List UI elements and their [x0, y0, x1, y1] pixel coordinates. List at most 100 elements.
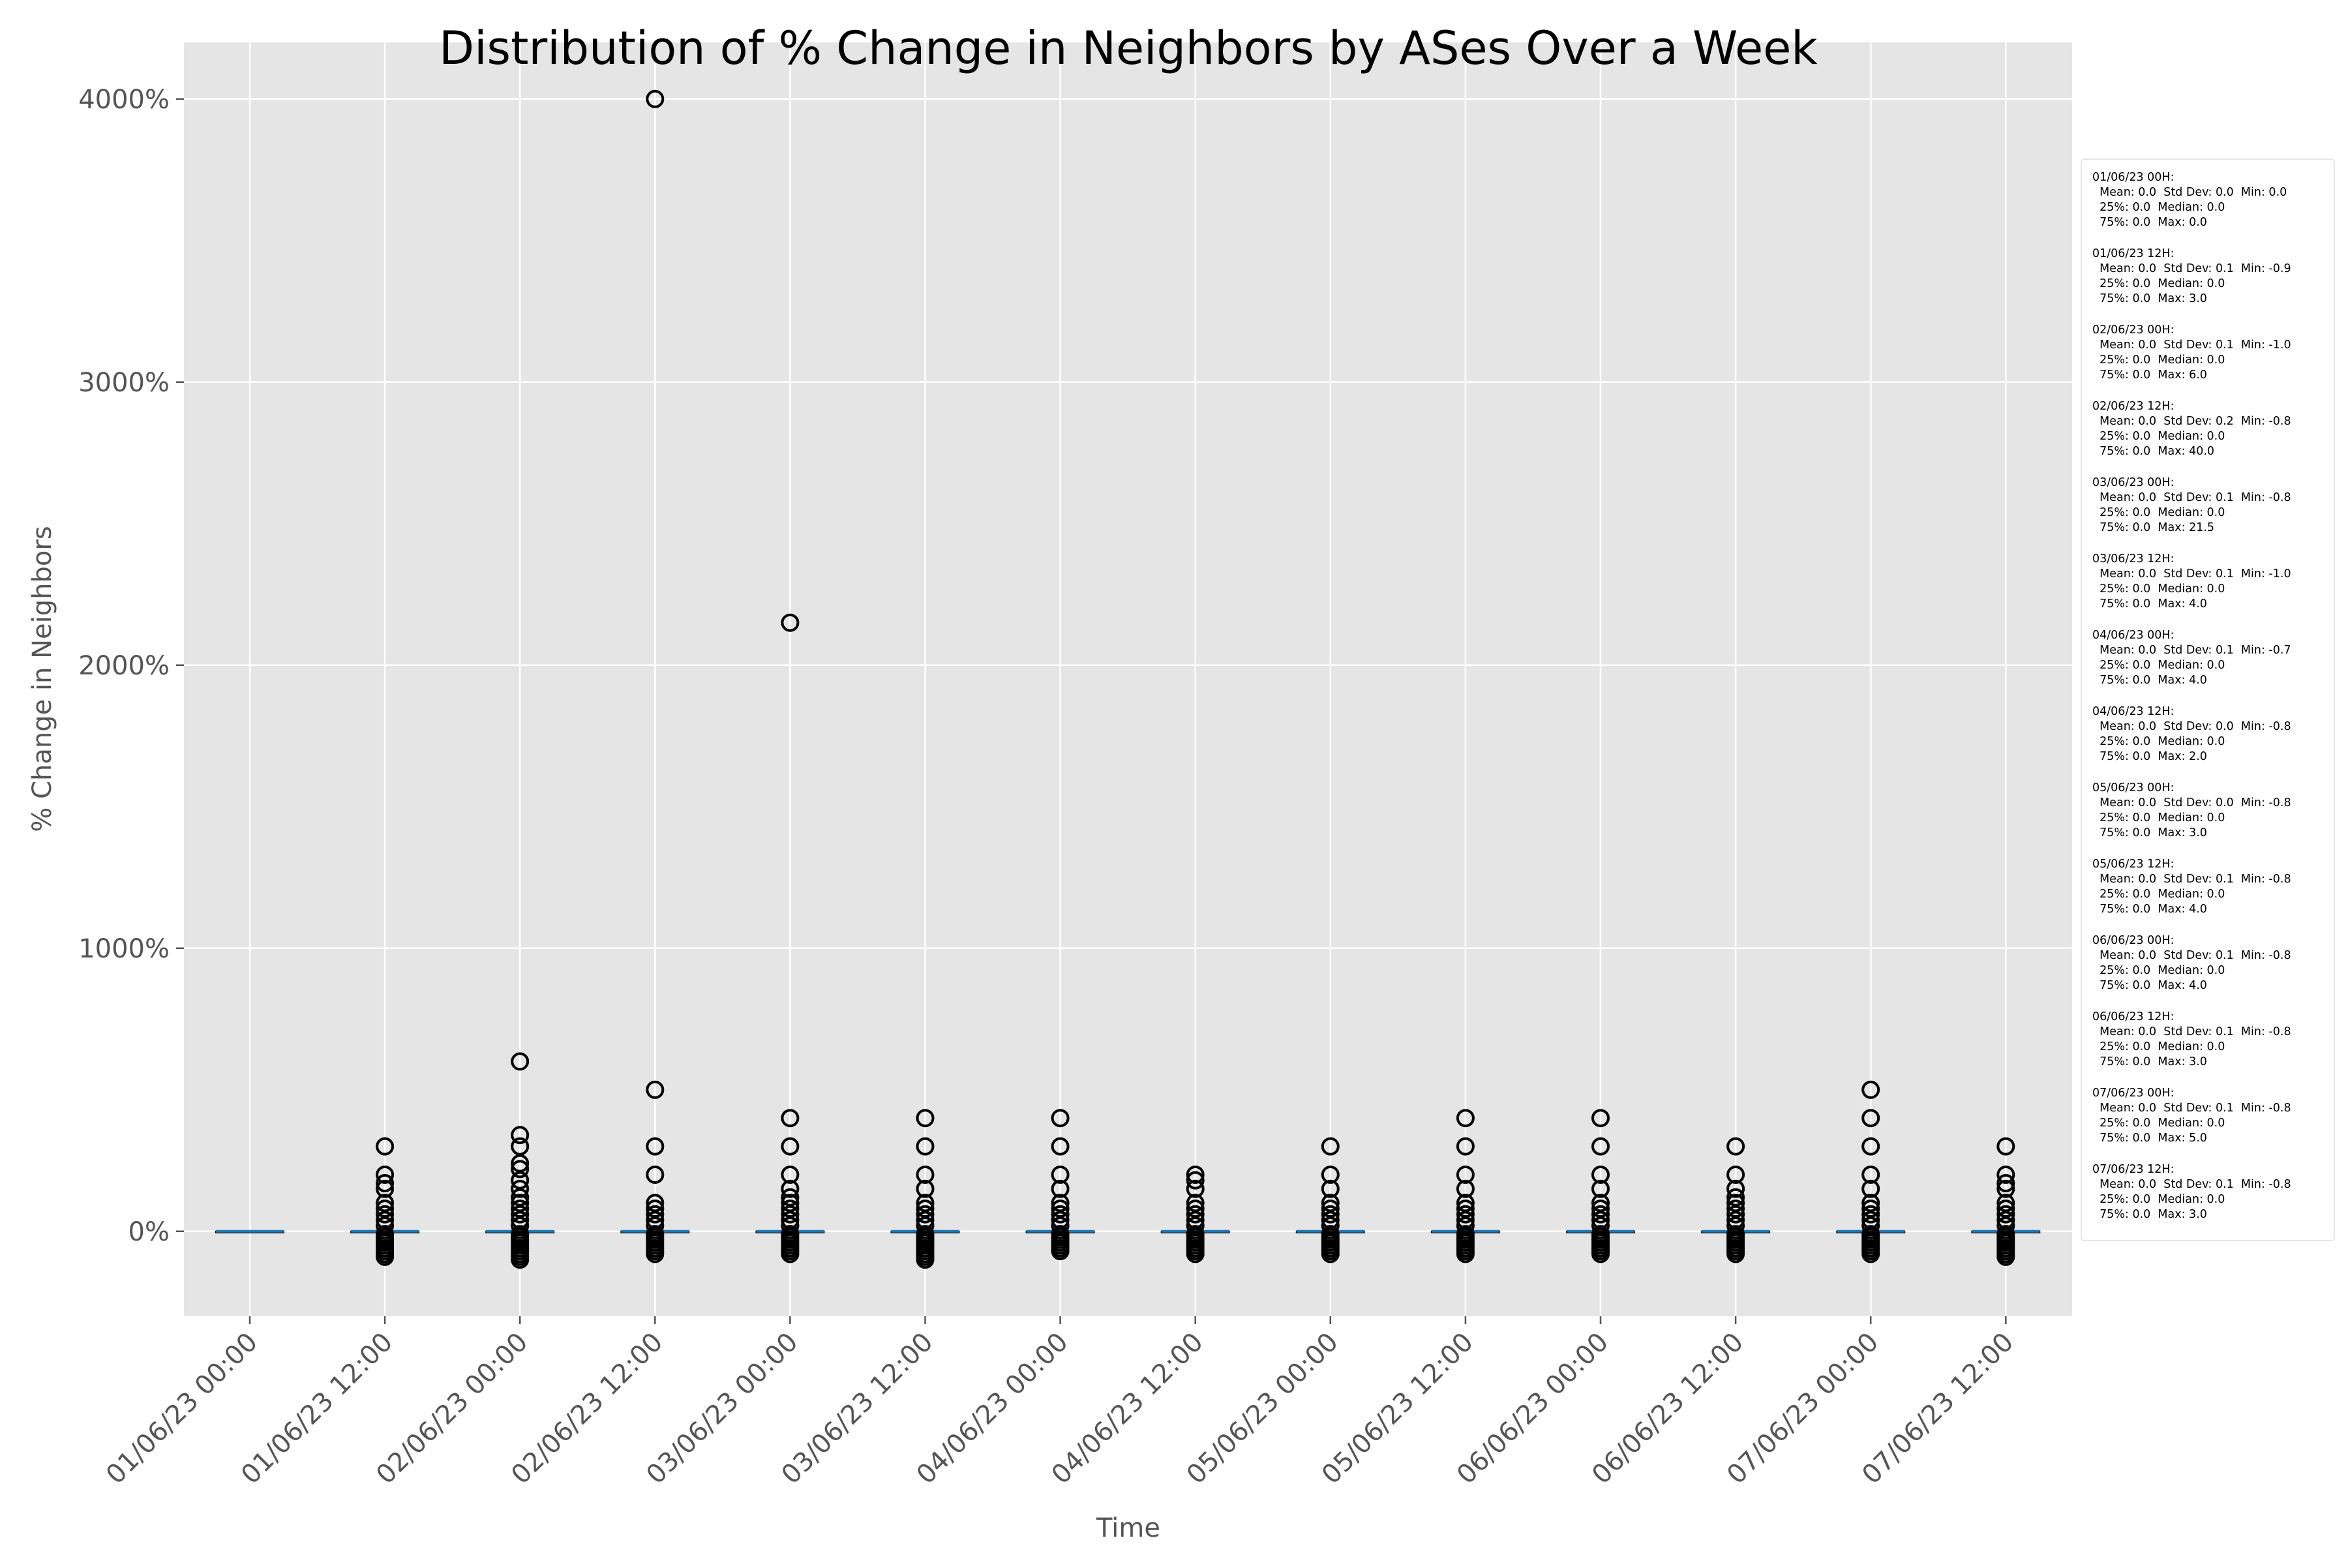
outlier-point — [781, 1216, 800, 1235]
outlier-point — [646, 1199, 665, 1218]
stats-entry-header: 01/06/23 00H: — [2092, 171, 2175, 184]
outlier-point — [1726, 1194, 1745, 1213]
outlier-point — [1321, 1194, 1340, 1213]
outlier-point — [1456, 1199, 1475, 1218]
stats-entry-header: 05/06/23 12H: — [2092, 858, 2175, 871]
outlier-point — [1456, 1205, 1475, 1224]
stats-entry-line: 25%: 0.0 Median: 0.0 — [2092, 201, 2225, 214]
outlier-point — [1591, 1211, 1610, 1229]
outlier-point — [781, 613, 800, 632]
outlier-point — [1321, 1211, 1340, 1229]
y-axis-ticks: 0% 1000% 2000% 3000% 4000% — [78, 85, 184, 1247]
outlier-point — [1726, 1216, 1745, 1235]
y-axis-label: % Change in Neighbors — [27, 526, 57, 832]
outlier-point — [1591, 1194, 1610, 1213]
outlier-point — [781, 1179, 800, 1198]
y-tick-label: 1000% — [78, 934, 170, 964]
outlier-point — [376, 1166, 395, 1184]
outlier-point — [511, 1179, 530, 1198]
outlier-point — [781, 1166, 800, 1184]
outlier-point — [1321, 1244, 1340, 1263]
outlier-point — [781, 1194, 800, 1213]
outlier-point — [1186, 1211, 1205, 1229]
outlier-point — [646, 89, 665, 108]
outlier-point — [1321, 1199, 1340, 1218]
outlier-point — [376, 1216, 395, 1235]
stats-summary-box: 01/06/23 00H: Mean: 0.0 Std Dev: 0.0 Min… — [2081, 158, 2335, 1241]
outlier-point — [511, 1199, 530, 1218]
stats-entry-line: Mean: 0.0 Std Dev: 0.1 Min: -0.8 — [2092, 1178, 2291, 1191]
outlier-point — [1861, 1166, 1880, 1184]
outlier-point — [1996, 1166, 2015, 1184]
outlier-point — [1726, 1166, 1745, 1184]
outlier-point — [1051, 1166, 1070, 1184]
outlier-point — [916, 1137, 935, 1156]
outlier-point — [1996, 1179, 2015, 1198]
stats-entry-line: 75%: 0.0 Max: 4.0 — [2092, 979, 2207, 992]
outlier-point — [1186, 1171, 1205, 1190]
outlier-point — [1186, 1216, 1205, 1235]
stats-entry-line: 25%: 0.0 Median: 0.0 — [2092, 964, 2225, 977]
outlier-point — [511, 1137, 530, 1156]
outlier-point — [1591, 1137, 1610, 1156]
outlier-point — [1726, 1179, 1745, 1198]
outlier-point — [1321, 1179, 1340, 1198]
stats-entry-line: Mean: 0.0 Std Dev: 0.1 Min: -0.8 — [2092, 1102, 2291, 1115]
outlier-point — [1186, 1244, 1205, 1263]
outlier-point — [1861, 1216, 1880, 1235]
outlier-point — [1861, 1109, 1880, 1128]
outlier-point — [376, 1247, 395, 1266]
outlier-point — [511, 1250, 530, 1269]
outlier-point — [1186, 1194, 1205, 1213]
outlier-point — [916, 1166, 935, 1184]
stats-entry-header: 05/06/23 00H: — [2092, 781, 2175, 794]
outlier-point — [1051, 1211, 1070, 1229]
y-tick-label: 2000% — [78, 651, 170, 681]
stats-entry-line: 75%: 0.0 Max: 4.0 — [2092, 597, 2207, 611]
stats-entry-line: 25%: 0.0 Median: 0.0 — [2092, 659, 2225, 672]
outlier-point — [1996, 1194, 2015, 1213]
outlier-point — [511, 1154, 530, 1173]
outlier-point — [1051, 1205, 1070, 1224]
outlier-point — [1051, 1242, 1070, 1261]
stats-entry-header: 07/06/23 00H: — [2092, 1087, 2175, 1100]
outlier-point — [376, 1211, 395, 1229]
outlier-point — [511, 1188, 530, 1207]
outlier-point — [376, 1174, 395, 1193]
outlier-point — [1996, 1247, 2015, 1266]
outlier-point — [511, 1160, 530, 1179]
outlier-point — [1321, 1216, 1340, 1235]
outlier-point — [1861, 1080, 1880, 1099]
stats-entry-line: Mean: 0.0 Std Dev: 0.2 Min: -0.8 — [2092, 415, 2291, 428]
outlier-point — [916, 1109, 935, 1128]
outlier-point — [1726, 1137, 1745, 1156]
outlier-point — [511, 1126, 530, 1145]
outlier-point — [1456, 1137, 1475, 1156]
outlier-point — [376, 1205, 395, 1224]
outlier-point — [646, 1166, 665, 1184]
outlier-point — [916, 1250, 935, 1269]
outlier-point — [1456, 1216, 1475, 1235]
stats-entry-line: 25%: 0.0 Median: 0.0 — [2092, 1193, 2225, 1206]
outlier-point — [646, 1137, 665, 1156]
grid-layer — [184, 42, 2072, 1316]
outlier-point — [1051, 1179, 1070, 1198]
outlier-point — [511, 1216, 530, 1235]
stats-entry-line: 75%: 0.0 Max: 2.0 — [2092, 750, 2207, 763]
stats-entry-line: 75%: 0.0 Max: 3.0 — [2092, 1208, 2207, 1221]
x-axis-label: Time — [1096, 1513, 1160, 1543]
outlier-point — [916, 1216, 935, 1235]
outlier-point — [781, 1244, 800, 1263]
stats-entry-header: 03/06/23 00H: — [2092, 476, 2175, 489]
stats-entry-line: 75%: 0.0 Max: 6.0 — [2092, 369, 2207, 382]
outlier-point — [1861, 1199, 1880, 1218]
chart-title: Distribution of % Change in Neighbors by… — [439, 22, 1818, 75]
y-tick-label: 3000% — [78, 368, 170, 398]
stats-entry-line: 25%: 0.0 Median: 0.0 — [2092, 430, 2225, 443]
outlier-point — [1861, 1137, 1880, 1156]
outlier-point — [511, 1205, 530, 1224]
outlier-point — [1186, 1166, 1205, 1184]
outlier-point — [376, 1179, 395, 1198]
outlier-point — [916, 1205, 935, 1224]
outlier-point — [916, 1194, 935, 1213]
